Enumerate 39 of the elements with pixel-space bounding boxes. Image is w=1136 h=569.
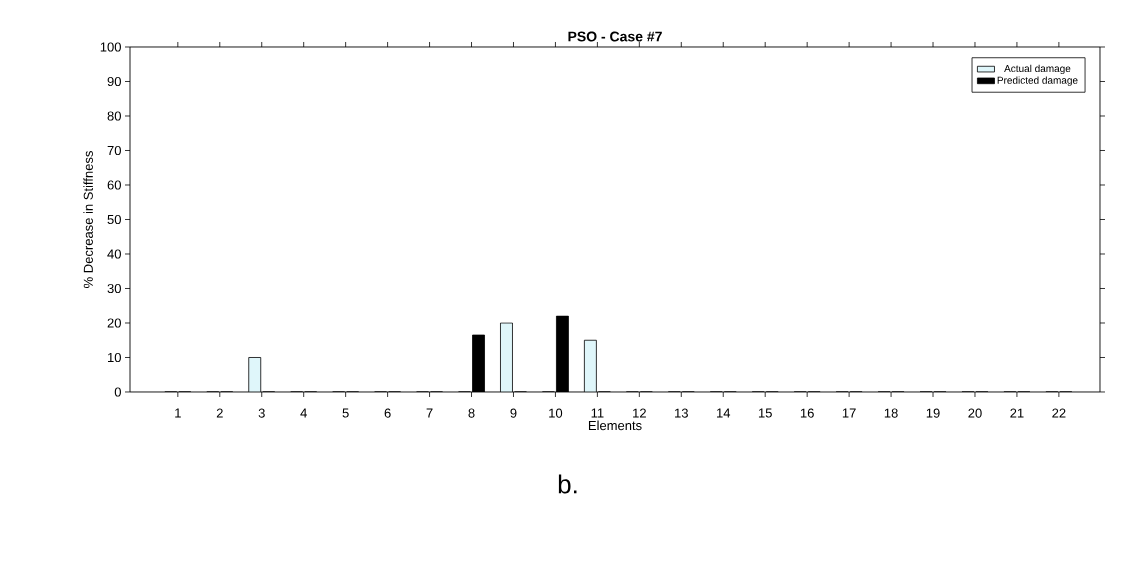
y-tick-label: 70 — [107, 145, 121, 156]
x-tick-label: 6 — [384, 408, 391, 418]
x-tick-label: 11 — [591, 408, 604, 418]
x-axis-title: Elements — [588, 420, 642, 431]
x-tick-label: 9 — [510, 408, 517, 418]
x-tick-label: 14 — [717, 408, 731, 418]
x-tick-label: 12 — [633, 408, 646, 418]
x-tick-label: 15 — [758, 408, 772, 418]
x-tick-label: 10 — [549, 408, 563, 418]
x-tick-label: 2 — [216, 408, 223, 418]
y-tick-label: 50 — [107, 214, 121, 225]
x-tick-label: 16 — [800, 408, 814, 418]
x-tick-label: 21 — [1010, 408, 1024, 418]
x-tick-label: 8 — [468, 408, 475, 418]
y-tick-label: 30 — [107, 283, 121, 294]
x-tick-label: 7 — [426, 408, 433, 418]
legend-label: Actual damage — [1004, 64, 1071, 75]
x-tick-label: 3 — [258, 408, 265, 418]
x-tick-label: 5 — [342, 408, 349, 418]
y-tick-label: 0 — [114, 387, 121, 397]
x-tick-label: 17 — [842, 408, 856, 418]
y-tick-label: 40 — [107, 249, 121, 259]
x-tick-label: 1 — [175, 408, 181, 418]
y-tick-label: 10 — [108, 352, 121, 363]
y-tick-label: 100 — [100, 42, 121, 52]
y-tick-label: 60 — [107, 180, 121, 190]
x-tick-label: 13 — [675, 408, 688, 418]
x-tick-label: 22 — [1052, 408, 1066, 418]
y-tick-label: 20 — [107, 318, 121, 328]
x-tick-label: 4 — [300, 408, 307, 418]
x-tick-label: 20 — [968, 408, 982, 418]
x-tick-label: 19 — [926, 408, 940, 418]
y-tick-label: 80 — [107, 111, 121, 121]
y-axis-title: % Decrease in Stiffness — [83, 151, 93, 288]
chart-title: PSO - Case #7 — [568, 31, 662, 42]
text: b. — [558, 474, 577, 494]
y-tick-label: 90 — [107, 76, 121, 87]
x-tick-label: 18 — [884, 408, 898, 418]
legend-label: Predicted damage — [997, 76, 1078, 86]
